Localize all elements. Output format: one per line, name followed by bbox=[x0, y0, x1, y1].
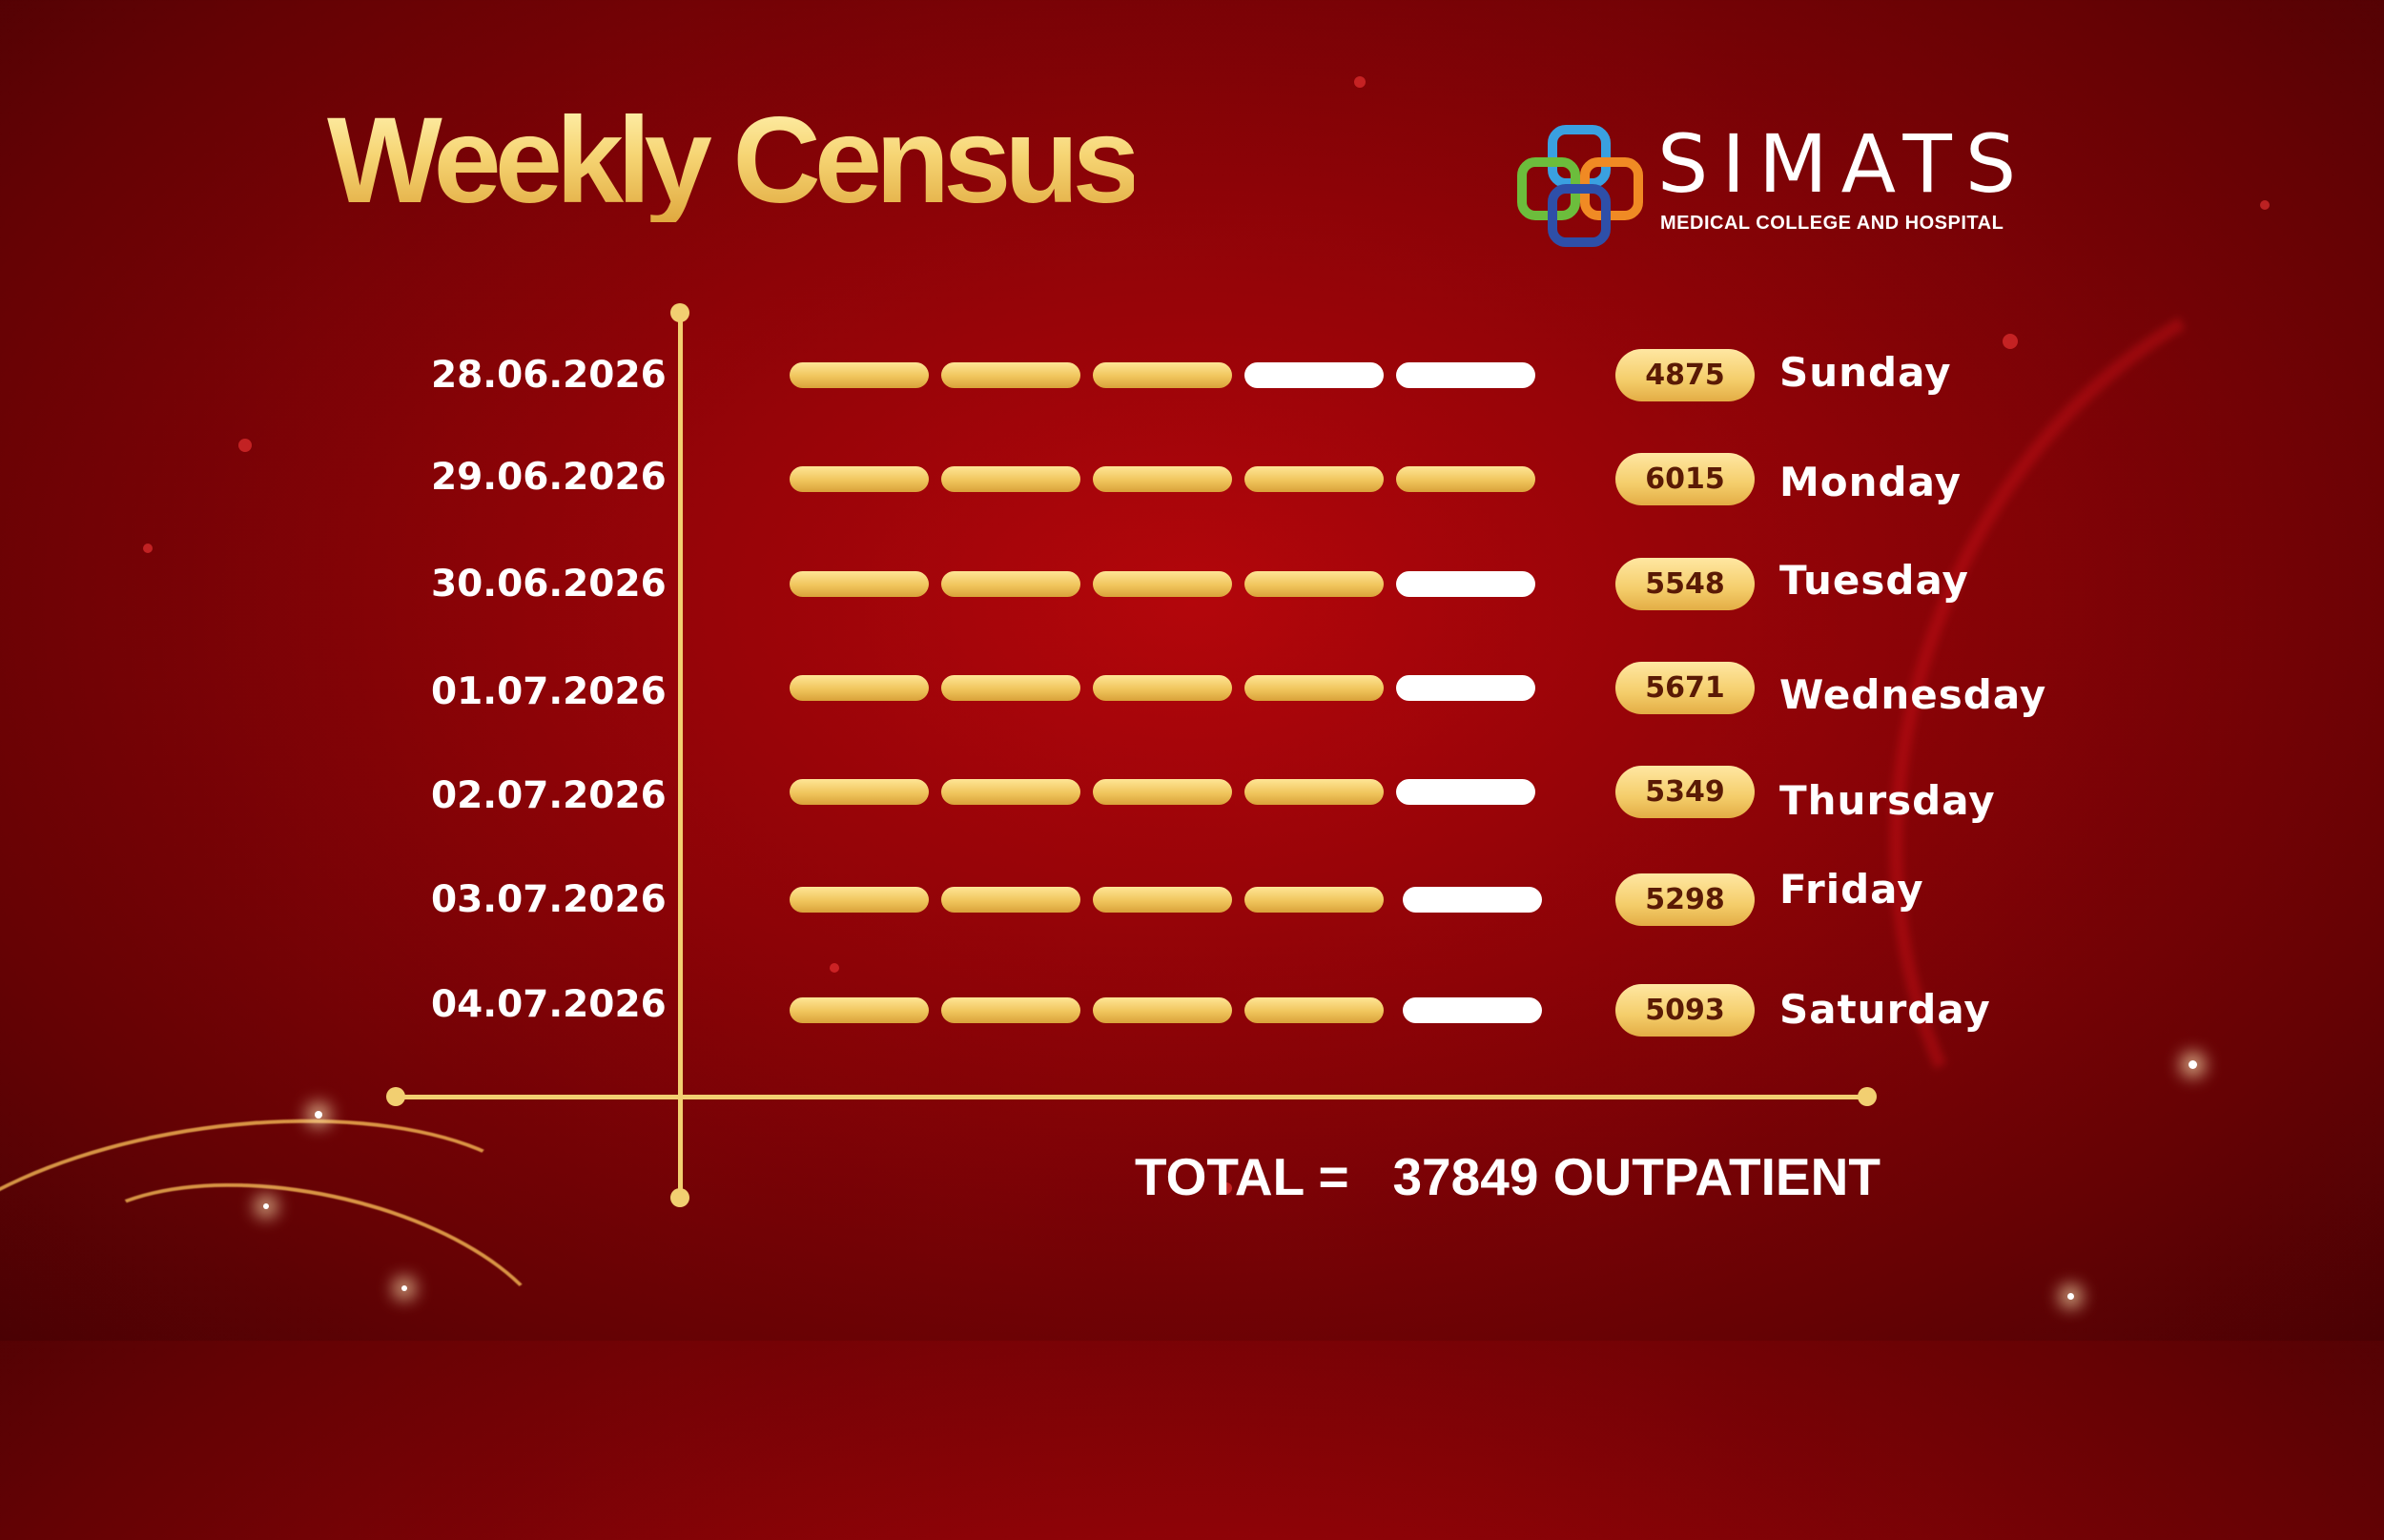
census-row: 02.07.2026 5349 Thursday bbox=[0, 758, 2384, 825]
bar-segment-empty bbox=[1244, 362, 1384, 388]
bar-segment-empty bbox=[1403, 997, 1542, 1023]
bar-segment-filled bbox=[1396, 466, 1535, 492]
row-day-label: Sunday bbox=[1779, 349, 1952, 396]
bar-segment-empty bbox=[1396, 675, 1535, 701]
row-day-label: Wednesday bbox=[1779, 671, 2047, 718]
bar-segment-filled bbox=[941, 997, 1080, 1023]
bar-segment-filled bbox=[941, 362, 1080, 388]
census-row: 29.06.2026 6015 Monday bbox=[0, 445, 2384, 512]
total-label: TOTAL = bbox=[1135, 1147, 1349, 1206]
total-line: TOTAL = 37849 OUTPATIENT bbox=[1135, 1146, 1880, 1207]
bar-segment-filled bbox=[1244, 466, 1384, 492]
bar-segment-filled bbox=[790, 997, 929, 1023]
bokeh-dot bbox=[1354, 76, 1366, 88]
row-day-label: Friday bbox=[1779, 866, 1924, 913]
bar-segment-filled bbox=[1093, 362, 1232, 388]
sparkle-icon bbox=[401, 1285, 407, 1291]
axis-endpoint-dot bbox=[386, 1087, 405, 1106]
row-date-label: 28.06.2026 bbox=[431, 354, 667, 397]
row-day-label: Saturday bbox=[1779, 986, 1991, 1033]
sparkle-icon bbox=[2189, 1060, 2197, 1069]
bar-segment-filled bbox=[1093, 466, 1232, 492]
row-value-badge: 5298 bbox=[1615, 873, 1755, 926]
census-row: 01.07.2026 5671 Wednesday bbox=[0, 654, 2384, 721]
page-title: Weekly Census bbox=[327, 92, 1141, 229]
bar-segment-filled bbox=[790, 362, 929, 388]
bar-segment-empty bbox=[1396, 571, 1535, 597]
bar-segment-filled bbox=[941, 887, 1080, 913]
bar-segment-filled bbox=[941, 675, 1080, 701]
bar-segment-filled bbox=[1244, 887, 1384, 913]
logo-name: SIMATS bbox=[1657, 117, 2030, 211]
logo-subtitle: MEDICAL COLLEGE AND HOSPITAL bbox=[1660, 213, 2004, 234]
bar-segment-filled bbox=[790, 675, 929, 701]
bar-segment-empty bbox=[1403, 887, 1542, 913]
row-day-label: Monday bbox=[1779, 459, 1963, 505]
row-value-badge: 5548 bbox=[1615, 558, 1755, 610]
row-date-label: 03.07.2026 bbox=[431, 878, 667, 921]
census-row: 28.06.2026 4875 Sunday bbox=[0, 341, 2384, 408]
bar-segment-filled bbox=[941, 466, 1080, 492]
row-day-label: Tuesday bbox=[1779, 557, 1969, 604]
bokeh-dot bbox=[238, 439, 252, 452]
census-row: 04.07.2026 5093 Saturday bbox=[0, 976, 2384, 1043]
bar-segment-filled bbox=[1093, 571, 1232, 597]
row-value-badge: 5671 bbox=[1615, 662, 1755, 714]
census-row: 03.07.2026 5298 Friday bbox=[0, 866, 2384, 933]
bar-segment-empty bbox=[1396, 779, 1535, 805]
bokeh-dot bbox=[143, 544, 153, 553]
bokeh-dot bbox=[1221, 1182, 1232, 1194]
axis-endpoint-dot bbox=[670, 1188, 689, 1207]
bar-segment-filled bbox=[1244, 571, 1384, 597]
total-unit: OUTPATIENT bbox=[1552, 1147, 1880, 1206]
bokeh-dot bbox=[2260, 200, 2270, 210]
row-value-badge: 5093 bbox=[1615, 984, 1755, 1037]
row-value-badge: 4875 bbox=[1615, 349, 1755, 401]
axis-endpoint-dot bbox=[1858, 1087, 1877, 1106]
sparkle-icon bbox=[2067, 1293, 2074, 1300]
bar-segment-filled bbox=[790, 887, 929, 913]
total-value: 37849 bbox=[1392, 1147, 1539, 1206]
bar-segment-filled bbox=[790, 779, 929, 805]
horizontal-axis-line bbox=[395, 1095, 1869, 1099]
simats-logo: SIMATS MEDICAL COLLEGE AND HOSPITAL bbox=[1514, 122, 2024, 248]
row-day-label: Thursday bbox=[1779, 777, 1996, 824]
vertical-axis-line bbox=[678, 313, 683, 1198]
bar-segment-filled bbox=[1244, 675, 1384, 701]
row-date-label: 01.07.2026 bbox=[431, 670, 667, 713]
bar-segment-filled bbox=[1093, 779, 1232, 805]
bokeh-dot bbox=[830, 963, 839, 973]
bar-segment-filled bbox=[941, 779, 1080, 805]
bar-segment-filled bbox=[790, 466, 929, 492]
bar-segment-filled bbox=[1093, 887, 1232, 913]
bar-segment-filled bbox=[1244, 779, 1384, 805]
axis-endpoint-dot bbox=[670, 303, 689, 322]
bar-segment-filled bbox=[790, 571, 929, 597]
row-value-badge: 6015 bbox=[1615, 453, 1755, 505]
bar-segment-filled bbox=[1093, 997, 1232, 1023]
row-date-label: 04.07.2026 bbox=[431, 983, 667, 1026]
sparkle-icon bbox=[315, 1111, 322, 1119]
census-row: 30.06.2026 5548 Tuesday bbox=[0, 550, 2384, 617]
bar-segment-filled bbox=[941, 571, 1080, 597]
bar-segment-filled bbox=[1093, 675, 1232, 701]
row-date-label: 29.06.2026 bbox=[431, 456, 667, 499]
row-value-badge: 5349 bbox=[1615, 766, 1755, 818]
bar-segment-filled bbox=[1244, 997, 1384, 1023]
row-date-label: 02.07.2026 bbox=[431, 774, 667, 817]
bokeh-dot bbox=[2003, 334, 2018, 349]
bar-segment-empty bbox=[1396, 362, 1535, 388]
sparkle-icon bbox=[263, 1203, 269, 1209]
interlocking-squares-logo-icon bbox=[1517, 125, 1643, 247]
row-date-label: 30.06.2026 bbox=[431, 563, 667, 606]
